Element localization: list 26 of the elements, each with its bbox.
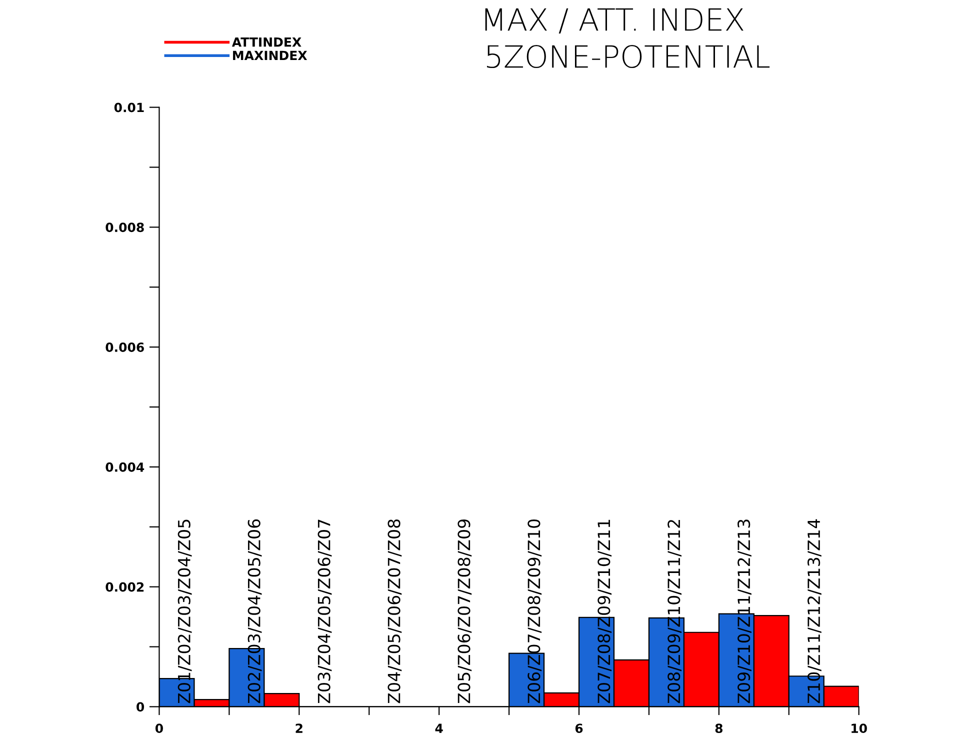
x-tick-label: 0	[155, 724, 163, 734]
annotation: Z07/Z08/Z09/Z10/Z11	[598, 520, 612, 704]
annotation: Z10/Z11/Z12/Z13/Z14	[807, 519, 822, 704]
annotation: Z02/Z03/Z04/Z05/Z06	[248, 519, 262, 704]
annotation: Z08/Z09/Z10/Z11/Z12	[668, 520, 682, 704]
legend-label: MAXINDEX	[233, 50, 308, 60]
annotation: Z01/Z02/Z03/Z04/Z05	[178, 520, 192, 704]
chart-subtitle: 5ZONE-POTENTIAL	[487, 44, 770, 68]
annotation: Z03/Z04/Z05/Z06/Z07	[318, 520, 332, 704]
annotation: Z06/Z07/Z08/Z09/Z10	[528, 519, 542, 704]
x-tick-label: 2	[296, 724, 302, 733]
legend-label: ATTINDEX	[232, 38, 302, 47]
chart-title: MAX / ATT. INDEX	[485, 8, 744, 34]
y-tick-label: 0.01	[114, 102, 144, 112]
annotation: Z04/Z05/Z06/Z07/Z08	[388, 519, 402, 704]
x-tick-label: 10	[852, 724, 867, 734]
annotation: Z05/Z06/Z07/Z08/Z09	[458, 520, 472, 704]
x-tick-label: 4	[435, 724, 443, 733]
x-tick-label: 8	[715, 724, 722, 734]
y-tick-label: 0.008	[106, 222, 144, 232]
x-tick-label: 6	[575, 724, 583, 734]
y-tick-label: 0.004	[106, 462, 144, 472]
y-tick-label: 0	[136, 702, 144, 712]
y-tick-label: 0.002	[106, 582, 144, 592]
annotation: Z09/Z10/Z11/Z12/Z13	[738, 520, 752, 704]
y-tick-label: 0.006	[106, 342, 144, 352]
